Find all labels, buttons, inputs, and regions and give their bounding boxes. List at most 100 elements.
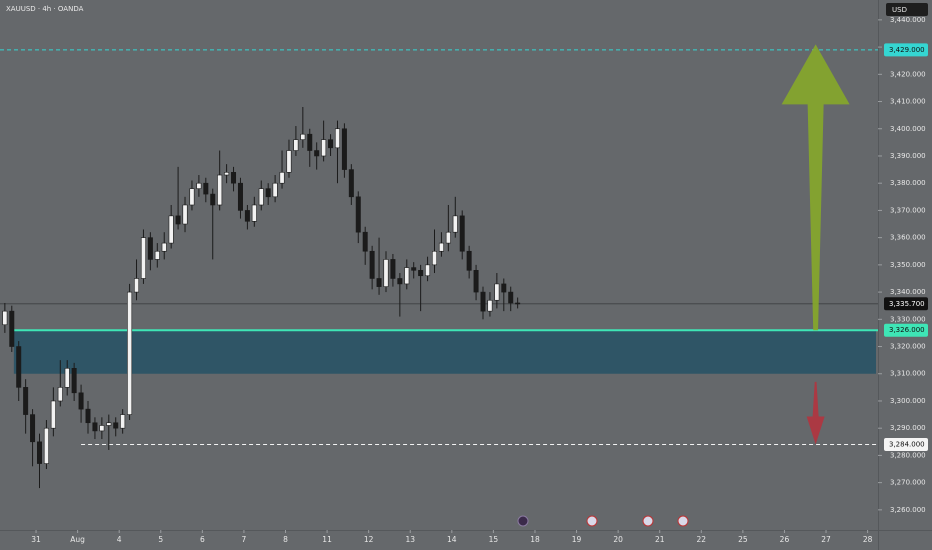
candle-body	[120, 414, 126, 429]
candle-body	[438, 242, 444, 252]
candle-body	[147, 237, 153, 260]
x-tick-label: 5	[158, 535, 163, 544]
candle-body	[71, 368, 77, 394]
candle-body	[362, 231, 368, 252]
event-icon	[517, 515, 529, 527]
candle-body	[501, 283, 507, 293]
candle-body	[334, 128, 340, 149]
currency: USD	[892, 6, 907, 14]
x-tick-label: 6	[200, 535, 205, 544]
event-icon	[642, 515, 654, 527]
candle-body	[106, 422, 112, 426]
y-tick-label: 3,300.000	[890, 397, 926, 405]
candle-body	[189, 188, 195, 206]
candle-body	[224, 172, 230, 176]
x-tick-label: 26	[780, 535, 790, 544]
candle-body	[494, 283, 500, 301]
candle-body	[258, 188, 264, 206]
y-tick-label: 3,310.000	[890, 370, 926, 378]
price-badge	[884, 297, 928, 311]
y-tick-label: 3,400.000	[890, 125, 926, 133]
event-icon	[677, 515, 689, 527]
x-tick-label: 31	[31, 535, 41, 544]
zone	[13, 330, 877, 374]
candle-body	[397, 278, 403, 285]
candle-body	[459, 215, 465, 252]
candle-body	[265, 188, 271, 198]
currency-box	[886, 3, 928, 16]
candle-body	[445, 231, 451, 244]
x-tick-label: 12	[364, 535, 374, 544]
candle-body	[411, 267, 417, 271]
candle-body	[231, 172, 237, 184]
price-badge	[884, 323, 928, 337]
arrow	[781, 44, 850, 331]
candle-body	[487, 299, 493, 312]
x-tick-label: 20	[613, 535, 623, 544]
y-tick-label: 3,360.000	[890, 234, 926, 242]
price-badge-label: 3,284.000	[889, 441, 925, 449]
candle-body	[113, 422, 119, 429]
candle-body	[23, 387, 29, 415]
candle-body	[376, 278, 382, 287]
candle-body	[369, 250, 375, 279]
candle-body	[272, 182, 278, 198]
candle-body	[9, 310, 15, 347]
x-tick-label: 18	[530, 535, 540, 544]
candle-body	[466, 250, 472, 271]
candle-body	[161, 242, 167, 252]
x-tick-label: 19	[572, 535, 582, 544]
candle-body	[36, 441, 42, 464]
price-badge-label: 3,429.000	[889, 46, 925, 54]
candle-body	[210, 193, 216, 206]
candle-body	[154, 250, 160, 260]
y-tick-label: 3,390.000	[890, 152, 926, 160]
candle-body	[50, 400, 56, 429]
x-tick-label: 22	[697, 535, 707, 544]
candle-body	[473, 270, 479, 293]
x-tick-label: 14	[447, 535, 457, 544]
x-tick-label: 7	[242, 535, 247, 544]
x-tick-label: 8	[283, 535, 288, 544]
candle-body	[508, 291, 514, 304]
price-badge-label: 3,326.000	[889, 326, 925, 334]
y-tick-label: 3,420.000	[890, 70, 926, 78]
candle-body	[168, 215, 174, 244]
candle-body	[196, 182, 202, 189]
candle-body	[30, 414, 36, 443]
candle-body	[355, 196, 361, 233]
candle-body	[480, 291, 486, 312]
y-tick-label: 3,280.000	[890, 451, 926, 459]
candle-body	[300, 133, 306, 140]
candle-body	[203, 182, 209, 195]
candle-body	[57, 387, 63, 402]
candle-body	[418, 270, 424, 277]
candle-body	[92, 422, 98, 432]
candle-body	[348, 169, 354, 198]
chart-title: XAUUSD · 4h · OANDA	[6, 5, 84, 13]
y-tick-label: 3,340.000	[890, 288, 926, 296]
candle-body	[244, 210, 250, 222]
candle-body	[431, 250, 437, 266]
x-tick-label: 28	[863, 535, 873, 544]
candle-body	[182, 204, 188, 225]
candle-body	[321, 139, 327, 157]
candle-body	[127, 291, 133, 415]
candle-body	[293, 139, 299, 151]
y-tick-label: 3,440.000	[890, 16, 926, 24]
x-tick-label: 25	[738, 535, 748, 544]
x-tick-label: 13	[405, 535, 415, 544]
y-tick-label: 3,370.000	[890, 206, 926, 214]
event-icon	[586, 515, 598, 527]
candle-body	[78, 392, 84, 410]
candle-body	[314, 150, 320, 157]
y-tick-label: 3,410.000	[890, 98, 926, 106]
candle-body	[175, 215, 181, 225]
y-tick-label: 3,260.000	[890, 506, 926, 514]
candle-body	[404, 267, 410, 285]
y-tick-label: 3,350.000	[890, 261, 926, 269]
candle-body	[286, 150, 292, 173]
y-tick-label: 3,380.000	[890, 179, 926, 187]
